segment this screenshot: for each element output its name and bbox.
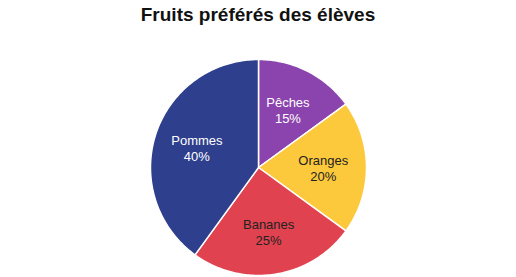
svg-text:Pêches15%: Pêches15% xyxy=(266,95,310,126)
svg-text:Bananes25%: Bananes25% xyxy=(243,217,295,248)
svg-text:Pommes40%: Pommes40% xyxy=(171,133,223,164)
html-text:Fruits préférés des élèves: Fruits préférés des élèves xyxy=(140,4,376,25)
svg-text:Oranges20%: Oranges20% xyxy=(298,153,348,184)
